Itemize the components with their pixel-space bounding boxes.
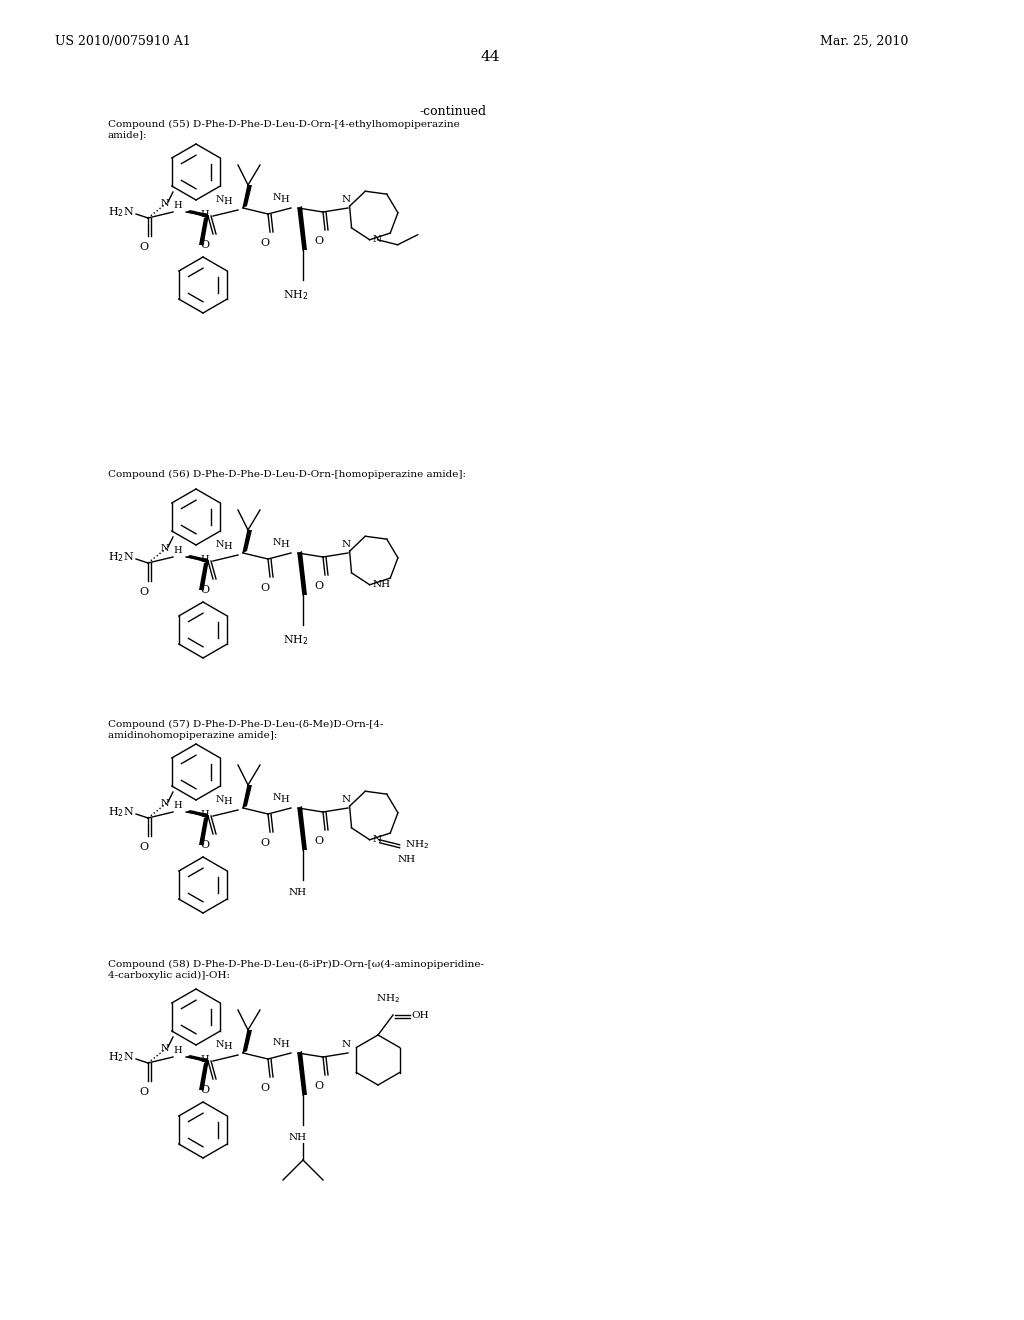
Text: Compound (58) D-Phe-D-Phe-D-Leu-(δ-iPr)D-Orn-[ω(4-aminopiperidine-
4-carboxylic : Compound (58) D-Phe-D-Phe-D-Leu-(δ-iPr)D… [108,960,484,979]
Text: -continued: -continued [420,106,487,117]
Text: O: O [260,583,269,593]
Text: H: H [223,197,232,206]
Text: OH: OH [411,1011,429,1019]
Text: N: N [161,1044,169,1053]
Text: O: O [201,840,210,850]
Text: NH$_2$: NH$_2$ [404,838,429,851]
Text: H$_2$N: H$_2$N [108,550,134,564]
Text: Compound (56) D-Phe-D-Phe-D-Leu-D-Orn-[homopiperazine amide]:: Compound (56) D-Phe-D-Phe-D-Leu-D-Orn-[h… [108,470,466,479]
Polygon shape [298,1051,307,1096]
Text: Compound (57) D-Phe-D-Phe-D-Leu-(δ-Me)D-Orn-[4-
amidinohomopiperazine amide]:: Compound (57) D-Phe-D-Phe-D-Leu-(δ-Me)D-… [108,719,384,739]
Polygon shape [243,185,252,209]
Text: O: O [314,836,324,846]
Text: H: H [173,801,181,810]
Text: O: O [139,1086,148,1097]
Text: NH$_2$: NH$_2$ [376,993,400,1005]
Text: Compound (55) D-Phe-D-Phe-D-Leu-D-Orn-[4-ethylhomopiperazine
amide]:: Compound (55) D-Phe-D-Phe-D-Leu-D-Orn-[4… [108,120,460,140]
Polygon shape [243,785,252,808]
Text: H$_2$N: H$_2$N [108,1051,134,1064]
Text: O: O [139,242,148,252]
Polygon shape [199,216,208,246]
Polygon shape [243,531,252,553]
Text: N: N [161,199,169,209]
Text: H$_2$N: H$_2$N [108,805,134,818]
Text: N: N [341,1040,350,1049]
Text: NH$_2$: NH$_2$ [284,634,309,647]
Text: H: H [173,546,181,554]
Text: 44: 44 [480,50,500,63]
Text: Mar. 25, 2010: Mar. 25, 2010 [820,36,908,48]
Text: H: H [223,797,232,807]
Polygon shape [186,1055,208,1063]
Text: O: O [260,238,269,248]
Text: N: N [272,793,281,803]
Text: NH: NH [289,888,307,898]
Text: O: O [201,1085,210,1096]
Polygon shape [243,1030,252,1053]
Text: N: N [215,1040,224,1049]
Polygon shape [298,206,307,249]
Text: N: N [215,795,224,804]
Text: O: O [201,240,210,249]
Text: US 2010/0075910 A1: US 2010/0075910 A1 [55,36,190,48]
Text: N: N [341,195,350,205]
Polygon shape [186,554,208,564]
Text: O: O [139,842,148,851]
Polygon shape [186,810,208,818]
Text: H: H [201,810,209,818]
Text: H: H [281,195,290,205]
Text: N: N [373,235,382,244]
Text: H: H [201,554,209,564]
Text: NH$_2$: NH$_2$ [284,288,309,302]
Polygon shape [199,816,208,845]
Text: N: N [272,1038,281,1047]
Text: O: O [260,1082,269,1093]
Text: N: N [341,540,350,549]
Polygon shape [298,550,307,595]
Text: H: H [281,1040,290,1049]
Text: H: H [201,210,209,219]
Text: N: N [272,539,281,546]
Text: H: H [223,1041,232,1051]
Text: O: O [314,236,324,246]
Text: O: O [201,585,210,595]
Text: H: H [201,1055,209,1064]
Polygon shape [298,807,307,850]
Text: N: N [161,544,169,553]
Text: N: N [272,193,281,202]
Text: O: O [139,587,148,597]
Text: H: H [173,1045,181,1055]
Polygon shape [199,561,208,590]
Text: N: N [215,540,224,549]
Text: NH: NH [397,855,416,863]
Text: N: N [373,836,382,845]
Text: H: H [223,543,232,550]
Text: H: H [281,540,290,549]
Polygon shape [186,210,208,218]
Text: H$_2$N: H$_2$N [108,205,134,219]
Text: O: O [314,1081,324,1092]
Text: O: O [260,838,269,847]
Text: H: H [281,795,290,804]
Polygon shape [199,1061,208,1090]
Text: N: N [161,799,169,808]
Text: N: N [341,795,350,804]
Text: NH: NH [289,1133,307,1142]
Text: H: H [173,201,181,210]
Text: O: O [314,581,324,591]
Text: N: N [215,195,224,205]
Text: NH: NH [373,581,391,589]
